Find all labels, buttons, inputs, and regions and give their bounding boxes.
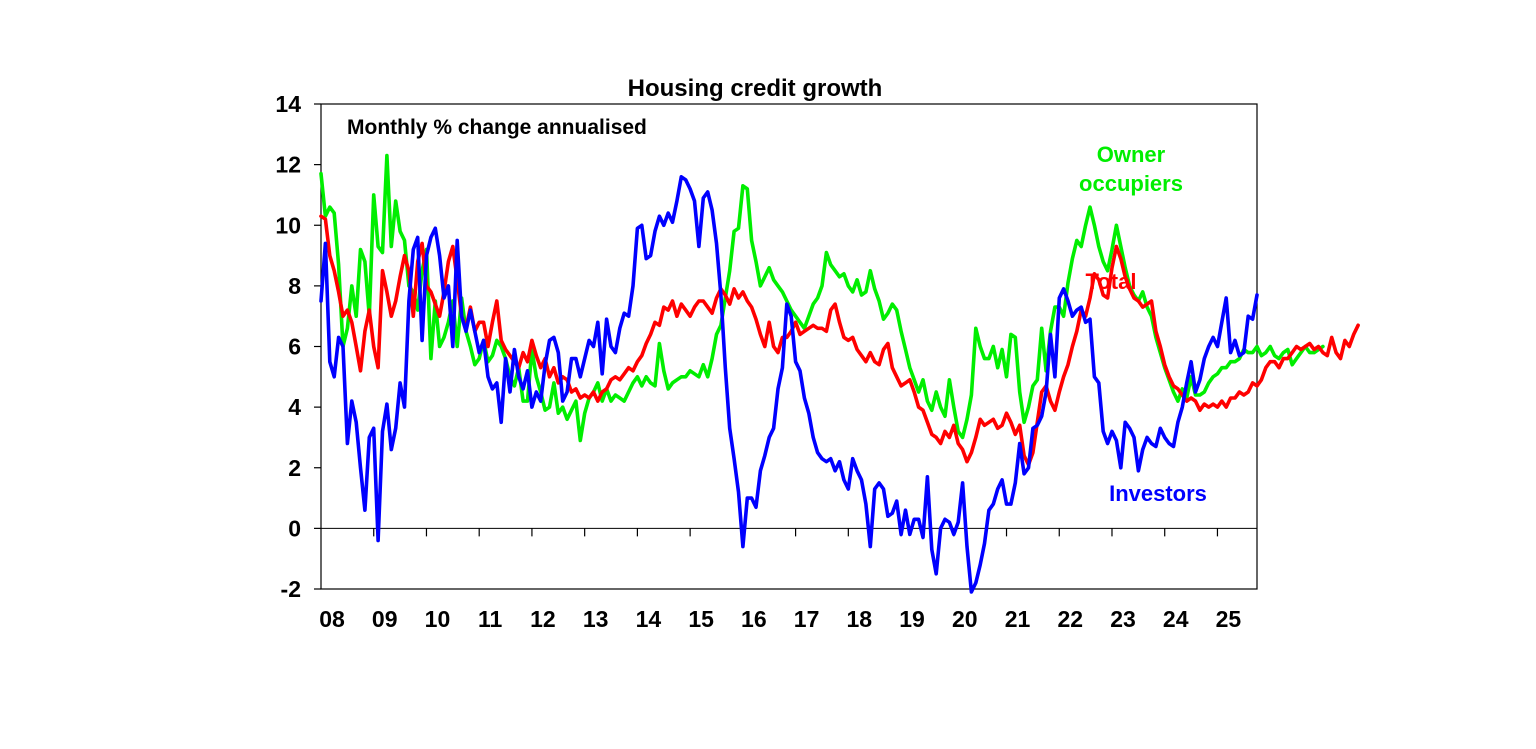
series-labels: Owner occupiers Total Investors [1079,142,1207,506]
x-tick-label: 15 [688,606,714,632]
x-tick-label: 16 [741,606,767,632]
chart-subtitle: Monthly % change annualised [347,116,647,139]
series-label-total: Total [1086,269,1137,294]
y-tick-label: 12 [275,152,301,178]
chart-title: Housing credit growth [628,75,883,102]
y-tick-label: 0 [288,515,301,541]
x-tick-label: 18 [847,606,873,632]
x-tick-label: 12 [530,606,556,632]
y-tick-label: 2 [288,455,301,481]
y-tick-label: 14 [275,91,301,117]
y-tick-label: 4 [288,394,301,420]
y-axis: -2 0 2 4 6 8 10 12 14 [275,91,321,602]
x-tick-label: 08 [319,606,345,632]
x-tick-label: 22 [1057,606,1083,632]
y-tick-label: -2 [281,576,301,602]
x-tick-label: 20 [952,606,978,632]
x-tick-label: 11 [478,606,503,632]
series-layer [319,153,1360,594]
x-tick-label: 24 [1163,606,1189,632]
series-label-owner-occupiers: Owner [1097,142,1166,167]
x-tick-label: 19 [899,606,925,632]
y-tick-label: 6 [288,334,301,360]
y-tick-label: 10 [275,212,301,238]
series-line-owner-occupiers [319,153,1325,443]
x-tick-label: 21 [1005,606,1031,632]
series-label-owner-occupiers: occupiers [1079,171,1183,196]
x-tick-label: 17 [794,606,820,632]
x-tick-label: 14 [636,606,662,632]
x-tick-label: 10 [425,606,451,632]
x-axis: 08 09 10 11 12 13 14 15 16 17 18 19 20 21 22 23 24 25 [319,528,1241,632]
x-tick-label: 25 [1216,606,1242,632]
x-tick-label: 13 [583,606,609,632]
y-tick-label: 8 [288,273,301,299]
x-tick-label: 23 [1110,606,1136,632]
x-tick-label: 09 [372,606,398,632]
series-label-investors: Investors [1109,481,1207,506]
series-line-investors [319,175,1259,594]
